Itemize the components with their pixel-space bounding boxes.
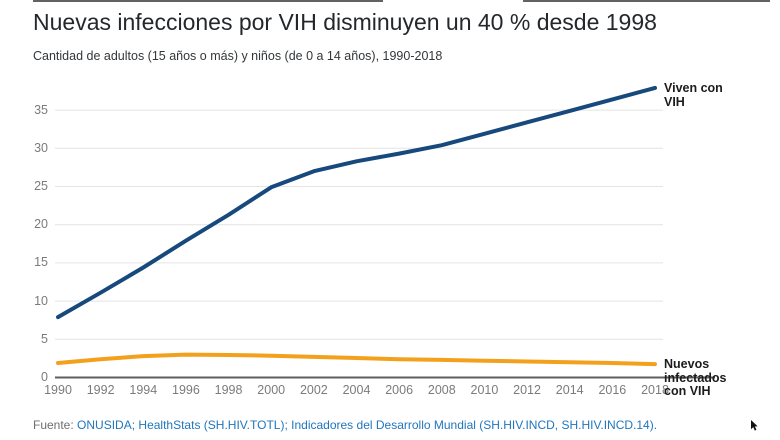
- series-line-viven-con-vih: [56, 85, 657, 320]
- source-links: ONUSIDA; HealthStats (SH.HIV.TOTL); Indi…: [77, 418, 657, 432]
- x-tick-2018: 2018: [641, 383, 669, 397]
- y-tick-35: 35: [34, 102, 48, 117]
- chart-subtitle: Cantidad de adultos (15 años o más) y ni…: [33, 49, 443, 63]
- x-tick-2006: 2006: [385, 383, 414, 397]
- x-tick-1990: 1990: [44, 383, 72, 397]
- x-tick-2012: 2012: [513, 383, 541, 397]
- source-link-2[interactable]: HealthStats (SH.HIV.TOTL);: [138, 418, 288, 432]
- y-tick-0: 0: [41, 370, 48, 384]
- x-tick-1994: 1994: [129, 383, 158, 397]
- source-link-3[interactable]: Indicadores del Desarrollo Mundial (SH.H…: [291, 418, 658, 432]
- y-tick-5: 5: [41, 331, 48, 346]
- x-tick-2016: 2016: [598, 383, 627, 397]
- x-tick-2004: 2004: [342, 383, 371, 397]
- x-tick-2010: 2010: [470, 383, 499, 397]
- clipped-text-artifact: [33, 0, 383, 2]
- x-tick-2014: 2014: [555, 383, 584, 397]
- y-tick-15: 15: [34, 255, 48, 270]
- y-tick-20: 20: [34, 217, 48, 232]
- x-tick-2000: 2000: [257, 383, 286, 397]
- x-tick-1992: 1992: [86, 383, 115, 397]
- y-tick-10: 10: [34, 293, 48, 308]
- x-tick-2008: 2008: [427, 383, 456, 397]
- series-line-nuevos-infectados: [56, 352, 657, 367]
- clipped-text-artifact: [523, 0, 770, 2]
- mouse-cursor-icon: [751, 420, 758, 431]
- chart-title: Nuevas infecciones por VIH disminuyen un…: [33, 9, 657, 35]
- y-tick-30: 30: [34, 140, 48, 155]
- series-label-nuevos-infectados: Nuevos infectados con VIH: [664, 357, 727, 398]
- x-tick-2002: 2002: [299, 383, 328, 397]
- y-tick-25: 25: [34, 179, 48, 193]
- x-tick-1998: 1998: [214, 383, 243, 397]
- source-footer: Fuente: ONUSIDA; HealthStats (SH.HIV.TOT…: [33, 418, 773, 432]
- source-prefix: Fuente:: [33, 418, 74, 432]
- series-label-viven-con-vih: Viven con VIH: [664, 81, 723, 109]
- source-link-1[interactable]: ONUSIDA;: [77, 418, 136, 432]
- x-tick-1996: 1996: [172, 383, 200, 397]
